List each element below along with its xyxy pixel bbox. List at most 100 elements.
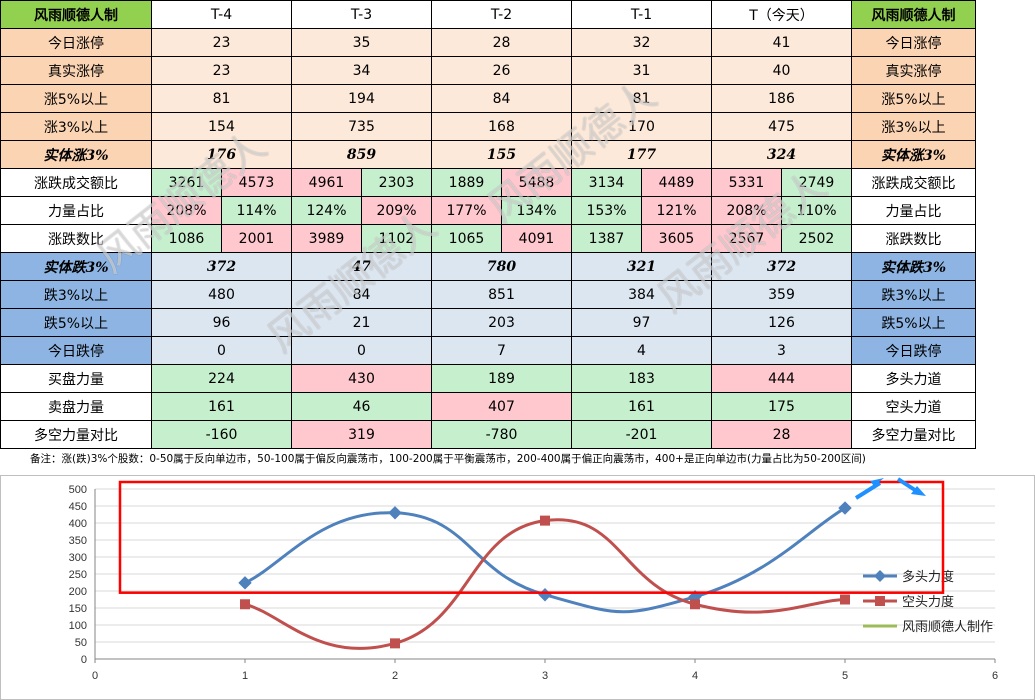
cell-value: 1086 bbox=[151, 224, 222, 253]
arrow-up-right bbox=[854, 481, 882, 500]
column-header: T-2 bbox=[431, 0, 572, 29]
cell-value: 1387 bbox=[571, 224, 642, 253]
cell-value: 121% bbox=[641, 196, 712, 225]
cell-value: 1102 bbox=[361, 224, 432, 253]
table-row: 多空力量对比 -160 319 -780 -201 28 多空力量对比 bbox=[0, 420, 976, 449]
legend-marker bbox=[874, 570, 886, 582]
row-label-right: 实体涨3% bbox=[851, 140, 976, 169]
cell-value: 444 bbox=[711, 364, 852, 393]
row-label: 买盘力量 bbox=[0, 364, 152, 393]
cell-value: 96 bbox=[151, 308, 292, 337]
cell-value: 176 bbox=[151, 140, 292, 169]
note-text: 备注：涨(跌)3%个股数：0-50属于反向单边市，50-100属于偏反向震荡市，… bbox=[30, 453, 866, 465]
column-header: T-1 bbox=[571, 0, 712, 29]
cell-value: 3134 bbox=[571, 168, 642, 197]
corner-label-right: 风雨顺德人制 bbox=[851, 0, 976, 29]
cell-value: 203 bbox=[431, 308, 572, 337]
cell-value: 28 bbox=[431, 28, 572, 57]
cell-value: 186 bbox=[711, 84, 852, 113]
cell-value: 3 bbox=[711, 336, 852, 365]
table-row: 力量占比 208% 114% 124% 209% 177% 134% 153% 121% 208%… bbox=[0, 196, 976, 225]
y-tick-label: 400 bbox=[69, 518, 87, 530]
cell-value: 21 bbox=[291, 308, 432, 337]
line-chart: 0 50 100 150 200 250 300 350 400 450 500 0 1 2 3 4 5 6 多头力… bbox=[0, 475, 1035, 700]
row-label-right: 涨跌成交额比 bbox=[851, 168, 976, 197]
column-header: T-3 bbox=[291, 0, 432, 29]
cell-value: 175 bbox=[711, 392, 852, 421]
cell-value: 0 bbox=[291, 336, 432, 365]
cell-value: 2001 bbox=[221, 224, 292, 253]
y-tick-label: 0 bbox=[81, 654, 87, 666]
row-label: 实体跌3% bbox=[0, 252, 152, 281]
y-tick-label: 500 bbox=[69, 484, 87, 496]
cell-value: 28 bbox=[711, 420, 852, 449]
cell-value: 7 bbox=[431, 336, 572, 365]
table-row: 实体跌3% 372 47 780 321 372 实体跌3% bbox=[0, 252, 976, 281]
cell-value: 735 bbox=[291, 112, 432, 141]
x-tick-label: 3 bbox=[542, 670, 548, 682]
column-header: T-4 bbox=[151, 0, 292, 29]
row-label: 卖盘力量 bbox=[0, 392, 152, 421]
y-tick-label: 100 bbox=[69, 620, 87, 632]
row-label-right: 跌3%以上 bbox=[851, 280, 976, 309]
cell-value: 372 bbox=[151, 252, 292, 281]
y-tick-label: 350 bbox=[69, 535, 87, 547]
cell-value: 208% bbox=[711, 196, 782, 225]
cell-value: 2567 bbox=[711, 224, 782, 253]
y-tick-label: 50 bbox=[75, 637, 87, 649]
cell-value: 4091 bbox=[501, 224, 572, 253]
legend-label: 多头力度 bbox=[902, 569, 954, 585]
cell-value: 26 bbox=[431, 56, 572, 85]
cell-value: 154 bbox=[151, 112, 292, 141]
data-table: 风雨顺德人制 T-4 T-3 T-2 T-1 T（今天） 风雨顺德人制 今日涨停 23 35 28 3… bbox=[0, 0, 976, 449]
data-point-diamond bbox=[838, 501, 852, 515]
cell-value: 851 bbox=[431, 280, 572, 309]
legend-label: 风雨顺德人制作 bbox=[902, 620, 993, 635]
cell-value: 0 bbox=[151, 336, 292, 365]
row-label: 涨5%以上 bbox=[0, 84, 152, 113]
row-label: 跌3%以上 bbox=[0, 280, 152, 309]
legend-label: 空头力度 bbox=[902, 594, 954, 610]
row-label-right: 多空力量对比 bbox=[851, 420, 976, 449]
cell-value: 84 bbox=[431, 84, 572, 113]
cell-value: 4489 bbox=[641, 168, 712, 197]
row-label: 今日涨停 bbox=[0, 28, 152, 57]
cell-value: 3261 bbox=[151, 168, 222, 197]
cell-value: 114% bbox=[221, 196, 292, 225]
table-row: 涨跌数比 1086 2001 3989 1102 1065 4091 1387 3605 2567… bbox=[0, 224, 976, 253]
cell-value: 209% bbox=[361, 196, 432, 225]
x-tick-label: 1 bbox=[242, 670, 248, 682]
cell-value: 168 bbox=[431, 112, 572, 141]
cell-value: 2502 bbox=[781, 224, 852, 253]
cell-value: 41 bbox=[711, 28, 852, 57]
cell-value: 97 bbox=[571, 308, 712, 337]
cell-value: 780 bbox=[431, 252, 572, 281]
arrow-head bbox=[870, 478, 884, 486]
row-label-right: 多头力道 bbox=[851, 364, 976, 393]
cell-value: 23 bbox=[151, 56, 292, 85]
row-label-right: 实体跌3% bbox=[851, 252, 976, 281]
cell-value: 430 bbox=[291, 364, 432, 393]
cell-value: 124% bbox=[291, 196, 362, 225]
x-tick-label: 5 bbox=[842, 670, 848, 682]
x-tick-label: 2 bbox=[392, 670, 398, 682]
table-row: 跌5%以上 96 21 203 97 126 跌5%以上 bbox=[0, 308, 976, 337]
table-row: 今日跌停 0 0 7 4 3 今日跌停 bbox=[0, 336, 976, 365]
data-point-diamond bbox=[388, 506, 402, 520]
y-tick-label: 200 bbox=[69, 586, 87, 598]
cell-value: 170 bbox=[571, 112, 712, 141]
corner-label: 风雨顺德人制 bbox=[0, 0, 152, 29]
y-tick-label: 150 bbox=[69, 603, 87, 615]
cell-value: 4 bbox=[571, 336, 712, 365]
cell-value: 177% bbox=[431, 196, 502, 225]
table-row: 涨跌成交额比 3261 4573 4961 2303 1889 5488 3134 4489 53… bbox=[0, 168, 976, 197]
cell-value: 319 bbox=[291, 420, 432, 449]
cell-value: 47 bbox=[291, 252, 432, 281]
cell-value: 81 bbox=[151, 84, 292, 113]
cell-value: 177 bbox=[571, 140, 712, 169]
cell-value: 208% bbox=[151, 196, 222, 225]
chart-area bbox=[0, 475, 1035, 700]
cell-value: 475 bbox=[711, 112, 852, 141]
y-tick-label: 250 bbox=[69, 569, 87, 581]
arrow-head bbox=[911, 486, 926, 496]
